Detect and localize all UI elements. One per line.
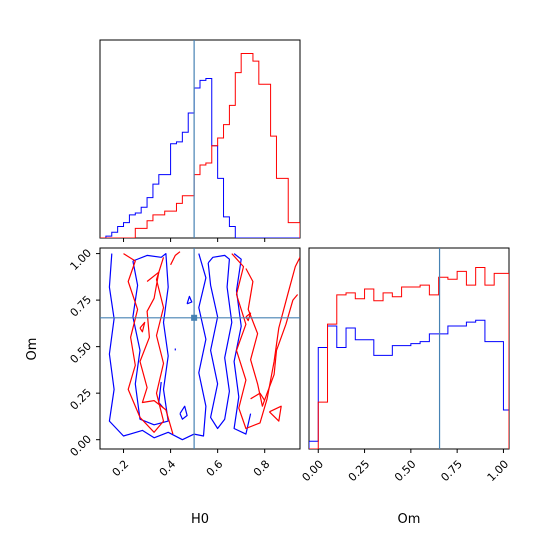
x-tick-label: 0.00 — [300, 458, 327, 485]
contour-line-16 — [139, 321, 146, 333]
contour-xlabel: H0 — [191, 512, 209, 527]
truth-marker — [191, 314, 198, 321]
contour-line-1 — [207, 254, 233, 430]
contour-line-5 — [179, 405, 188, 420]
y-tick-label: 1.00 — [68, 247, 95, 274]
y-tick-label: 0.75 — [68, 293, 95, 320]
contour-x-ticks: 0.2 0.4 0.6 0.8 — [110, 449, 273, 480]
hist-H0-x-ticks — [123, 238, 266, 242]
contour-line-6 — [186, 295, 193, 305]
x-tick-label: 0.4 — [157, 458, 179, 480]
hist-series-1 — [100, 52, 300, 238]
x-tick-label: 1.00 — [485, 458, 512, 485]
contour-marks — [100, 248, 300, 449]
x-tick-label: 0.50 — [392, 458, 419, 485]
panel-hist-Om: 0.00 0.25 0.50 0.75 1.00 Om — [300, 247, 512, 527]
contour-line-2 — [132, 253, 169, 426]
contour-line-14 — [170, 251, 181, 266]
contour-line-8 — [123, 253, 165, 433]
y-tick-label: 0.25 — [68, 386, 95, 413]
x-tick-label: 0.25 — [346, 458, 373, 485]
hist-Om-marks — [309, 248, 509, 449]
hist-series-0 — [100, 77, 300, 238]
x-tick-label: 0.6 — [204, 458, 226, 480]
contour-line-10 — [231, 253, 300, 430]
x-tick-label: 0.8 — [251, 458, 273, 480]
hist-series-1 — [309, 267, 509, 449]
contour-ylabel: Om — [25, 338, 40, 361]
contour-line-9 — [139, 271, 174, 435]
panel-hist-H0 — [99, 39, 301, 242]
y-tick-label: 0.50 — [68, 340, 95, 367]
x-tick-label: 0.2 — [110, 458, 132, 480]
x-tick-label: 0.75 — [438, 458, 465, 485]
contour-line-11 — [245, 268, 299, 407]
hist-H0-frame — [99, 39, 301, 239]
panel-contour-H0-Om: 0.2 0.4 0.6 0.8 0.00 0.25 0.50 0.75 1.00 H0 Om — [25, 247, 301, 527]
contour-line-12 — [250, 392, 266, 401]
hist-Om-x-ticks: 0.00 0.25 0.50 0.75 1.00 — [300, 449, 512, 485]
hist-Om-frame — [308, 247, 510, 450]
contour-y-ticks: 0.00 0.25 0.50 0.75 1.00 — [68, 247, 100, 460]
contour-line-3 — [233, 253, 252, 435]
hist-series-0 — [309, 319, 509, 449]
contour-line-13 — [268, 405, 282, 422]
hist-Om-xlabel: Om — [398, 512, 421, 527]
y-tick-label: 0.00 — [68, 433, 95, 460]
contour-line-15 — [245, 312, 252, 322]
contour-frame — [99, 247, 301, 450]
hist-H0-marks — [100, 40, 300, 238]
contour-line-0 — [108, 253, 207, 441]
